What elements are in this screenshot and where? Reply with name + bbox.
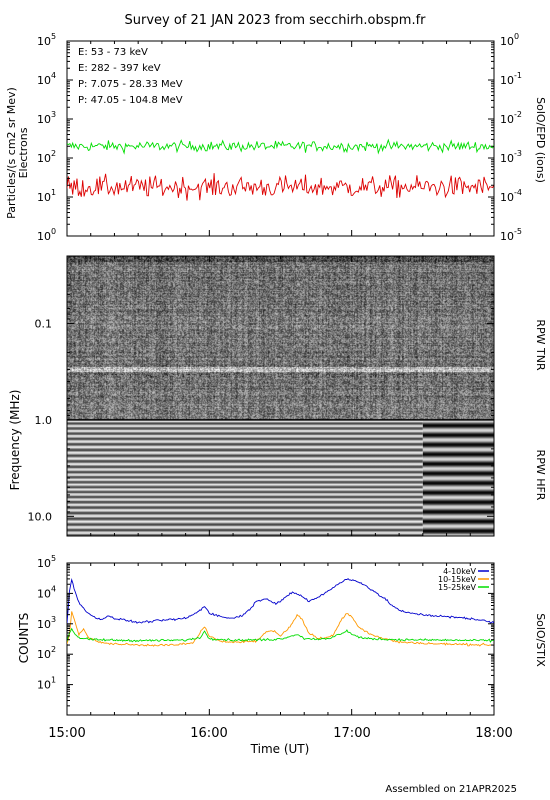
epd-ytick-exponent: 2 xyxy=(51,149,56,158)
stix-ytick-exponent: 3 xyxy=(51,615,56,624)
epd-right-tick-label: 10 xyxy=(500,230,514,243)
epd-series-line xyxy=(67,173,494,201)
stix-legend-entry: 10-15keV xyxy=(438,575,477,584)
epd-right-tick-exponent: -4 xyxy=(514,188,522,197)
epd-ytick-exponent: 5 xyxy=(51,32,56,41)
epd-legend: E: 53 - 73 keV E: 282 - 397 keV P: 7.075… xyxy=(78,47,183,106)
epd-right-tick-label: 10 xyxy=(500,113,514,126)
stix-series-line xyxy=(67,611,494,647)
stix-ylabel: COUNTS xyxy=(17,613,31,664)
rpw-ylabel: Frequency (MHz) xyxy=(8,390,22,491)
rpw-ytick-label: 0.1 xyxy=(35,317,53,330)
epd-series-group xyxy=(67,138,494,201)
epd-ytick-exponent: 1 xyxy=(51,188,56,197)
epd-plot-frame xyxy=(66,40,495,237)
epd-ytick-label: 10 xyxy=(37,230,51,243)
stix-ytick-exponent: 2 xyxy=(51,645,56,654)
epd-ylabel-left-1: Particles/(s cm2 sr Mev) xyxy=(5,87,18,219)
rpw-ticks xyxy=(66,255,495,536)
stix-ytick-label: 10 xyxy=(37,587,51,600)
epd-legend-entry: P: 7.075 - 28.33 MeV xyxy=(78,79,183,90)
rpw-tnr-spectrogram xyxy=(67,256,494,420)
stix-ytick-label: 10 xyxy=(37,557,51,570)
stix-ylabel-right: SolO/STIX xyxy=(534,613,547,667)
epd-legend-entry: E: 53 - 73 keV xyxy=(78,47,148,58)
stix-ytick-label: 10 xyxy=(37,648,51,661)
stix-ytick-exponent: 5 xyxy=(51,554,56,563)
rpw-tnr-image xyxy=(67,256,494,420)
rpw-hfr-band-b xyxy=(422,419,494,536)
epd-right-tick-exponent: -5 xyxy=(514,227,522,236)
stix-ytick-label: 10 xyxy=(37,618,51,631)
stix-ytick-label: 10 xyxy=(37,679,51,692)
rpw-hfr-spectrogram xyxy=(67,419,494,536)
epd-ylabel-right: SolO/EPD (ions) xyxy=(534,97,547,183)
epd-ytick-exponent: 0 xyxy=(51,227,56,236)
epd-right-tick-exponent: -1 xyxy=(514,71,522,80)
epd-legend-entry: P: 47.05 - 104.8 MeV xyxy=(78,95,183,106)
epd-ticks: 10 010 110 210 310 410 510 -510 -410 -310 -210 -110… xyxy=(37,32,522,243)
epd-ytick-exponent: 4 xyxy=(51,71,56,80)
stix-series-group xyxy=(67,578,494,647)
rpw-tnr-label: RPW TNR xyxy=(534,319,547,371)
epd-ytick-label: 10 xyxy=(37,113,51,126)
rpw-ytick-label: 10.0 xyxy=(28,510,53,523)
stix-ytick-exponent: 4 xyxy=(51,584,56,593)
x-tick-label: 16:00 xyxy=(190,726,227,741)
rpw-hfr-band-a xyxy=(67,419,423,536)
epd-series-line xyxy=(67,138,494,155)
epd-right-tick-label: 10 xyxy=(500,35,514,48)
x-tick-label: 18:00 xyxy=(475,726,512,741)
epd-right-tick-label: 10 xyxy=(500,191,514,204)
epd-ytick-exponent: 3 xyxy=(51,110,56,119)
rpw-panel: 0.1 1.0 10.0 Frequency (MHz) RPW TNR RPW… xyxy=(8,255,547,537)
stix-series-line xyxy=(67,578,494,624)
epd-right-tick-label: 10 xyxy=(500,152,514,165)
stix-legend-entry: 15-25keV xyxy=(438,583,477,592)
rpw-hfr-label: RPW HFR xyxy=(534,450,547,501)
stix-legend: 4-10keV 10-15keV 15-25keV xyxy=(438,567,489,592)
epd-right-tick-exponent: 0 xyxy=(514,32,519,41)
x-axis: 15:00 16:00 17:00 18:00 Time (UT) xyxy=(48,726,512,756)
figure-title: Survey of 21 JAN 2023 from secchirh.obsp… xyxy=(125,13,427,28)
x-tick-label: 17:00 xyxy=(333,726,370,741)
epd-legend-entry: E: 282 - 397 keV xyxy=(78,63,161,74)
footer-assembled: Assembled on 21APR2025 xyxy=(385,784,517,795)
stix-series-line xyxy=(67,627,494,643)
epd-ytick-label: 10 xyxy=(37,152,51,165)
rpw-ytick-label: 1.0 xyxy=(35,414,53,427)
epd-ytick-label: 10 xyxy=(37,191,51,204)
epd-ylabel-left-2: Electrons xyxy=(17,127,30,178)
epd-ytick-label: 10 xyxy=(37,35,51,48)
epd-ytick-label: 10 xyxy=(37,74,51,87)
stix-legend-entry: 4-10keV xyxy=(443,567,476,576)
x-tick-label: 15:00 xyxy=(48,726,85,741)
x-axis-label: Time (UT) xyxy=(250,742,310,756)
epd-right-tick-exponent: -2 xyxy=(514,110,522,119)
epd-right-tick-exponent: -3 xyxy=(514,149,522,158)
epd-right-tick-label: 10 xyxy=(500,74,514,87)
stix-ytick-exponent: 1 xyxy=(51,676,56,685)
epd-panel: 10 010 110 210 310 410 510 -510 -410 -310 -210 -110… xyxy=(5,32,547,243)
